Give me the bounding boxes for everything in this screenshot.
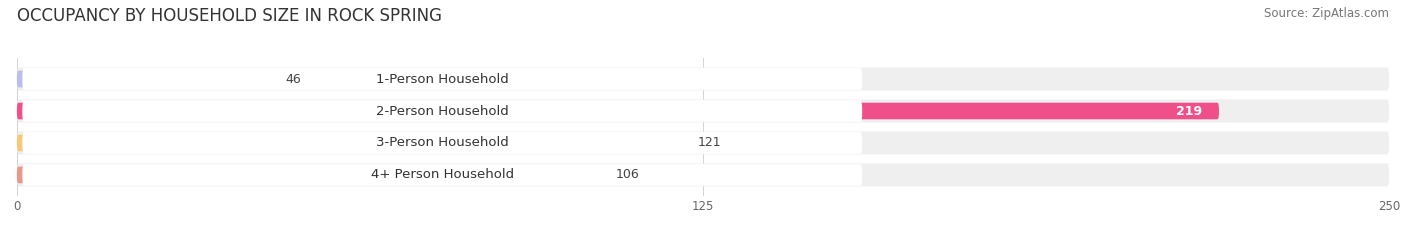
Text: 219: 219 bbox=[1177, 104, 1202, 117]
FancyBboxPatch shape bbox=[17, 68, 1389, 91]
FancyBboxPatch shape bbox=[17, 167, 599, 183]
Text: 46: 46 bbox=[285, 72, 301, 86]
Text: OCCUPANCY BY HOUSEHOLD SIZE IN ROCK SPRING: OCCUPANCY BY HOUSEHOLD SIZE IN ROCK SPRI… bbox=[17, 7, 441, 25]
Text: Source: ZipAtlas.com: Source: ZipAtlas.com bbox=[1264, 7, 1389, 20]
Text: 121: 121 bbox=[697, 137, 721, 150]
FancyBboxPatch shape bbox=[17, 103, 1219, 119]
FancyBboxPatch shape bbox=[17, 135, 681, 151]
FancyBboxPatch shape bbox=[17, 163, 1389, 186]
Text: 4+ Person Household: 4+ Person Household bbox=[371, 168, 513, 182]
FancyBboxPatch shape bbox=[22, 68, 862, 90]
FancyBboxPatch shape bbox=[17, 99, 1389, 123]
Text: 3-Person Household: 3-Person Household bbox=[375, 137, 509, 150]
FancyBboxPatch shape bbox=[17, 131, 1389, 154]
Text: 106: 106 bbox=[616, 168, 638, 182]
FancyBboxPatch shape bbox=[22, 164, 862, 186]
Text: 2-Person Household: 2-Person Household bbox=[375, 104, 509, 117]
Text: 1-Person Household: 1-Person Household bbox=[375, 72, 509, 86]
FancyBboxPatch shape bbox=[22, 132, 862, 154]
FancyBboxPatch shape bbox=[17, 71, 270, 87]
FancyBboxPatch shape bbox=[22, 100, 862, 122]
